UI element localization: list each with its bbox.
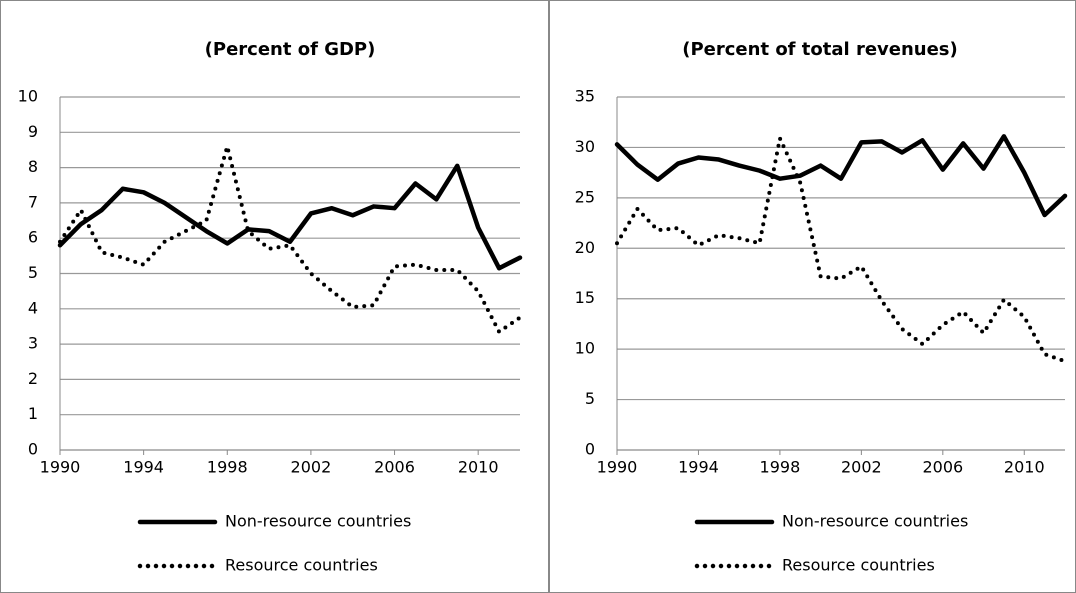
legend-label: Non-resource countries <box>225 512 411 531</box>
x-tick-label: 2006 <box>922 458 963 477</box>
legend-label: Non-resource countries <box>782 512 968 531</box>
panel-frame <box>549 0 1076 593</box>
y-tick-label: 5 <box>28 263 38 282</box>
y-tick-label: 8 <box>28 157 38 176</box>
series-line <box>58 144 522 334</box>
chart-title: (Percent of GDP) <box>205 39 376 60</box>
x-tick-label: 2002 <box>291 458 332 477</box>
y-tick-label: 10 <box>18 87 38 106</box>
y-tick-label: 3 <box>28 334 38 353</box>
series-line <box>57 163 523 271</box>
legend-label: Resource countries <box>782 556 935 575</box>
y-tick-label: 20 <box>575 238 595 257</box>
y-tick-label: 25 <box>575 187 595 206</box>
chart-title: (Percent of total revenues) <box>682 39 958 60</box>
y-tick-label: 7 <box>28 192 38 211</box>
y-tick-label: 0 <box>28 440 38 459</box>
x-tick-label: 2010 <box>458 458 499 477</box>
y-tick-label: 4 <box>28 298 38 317</box>
legend-label: Resource countries <box>225 556 378 575</box>
y-tick-label: 35 <box>575 87 595 106</box>
x-tick-label: 1994 <box>678 458 719 477</box>
y-tick-label: 5 <box>585 389 595 408</box>
x-tick-label: 2002 <box>841 458 882 477</box>
y-tick-label: 9 <box>28 122 38 141</box>
y-tick-label: 30 <box>575 137 595 156</box>
x-tick-label: 1998 <box>207 458 248 477</box>
x-tick-label: 2006 <box>374 458 415 477</box>
x-tick-label: 2010 <box>1004 458 1045 477</box>
x-tick-label: 1994 <box>123 458 164 477</box>
panel-frame <box>0 0 549 593</box>
y-tick-label: 2 <box>28 369 38 388</box>
y-tick-label: 1 <box>28 404 38 423</box>
y-tick-label: 15 <box>575 288 595 307</box>
x-tick-label: 1990 <box>597 458 638 477</box>
y-tick-label: 10 <box>575 339 595 358</box>
series-line <box>614 134 1068 218</box>
y-tick-label: 0 <box>585 440 595 459</box>
series-line <box>615 136 1067 364</box>
y-tick-label: 6 <box>28 228 38 247</box>
x-tick-label: 1990 <box>40 458 81 477</box>
x-tick-label: 1998 <box>760 458 801 477</box>
